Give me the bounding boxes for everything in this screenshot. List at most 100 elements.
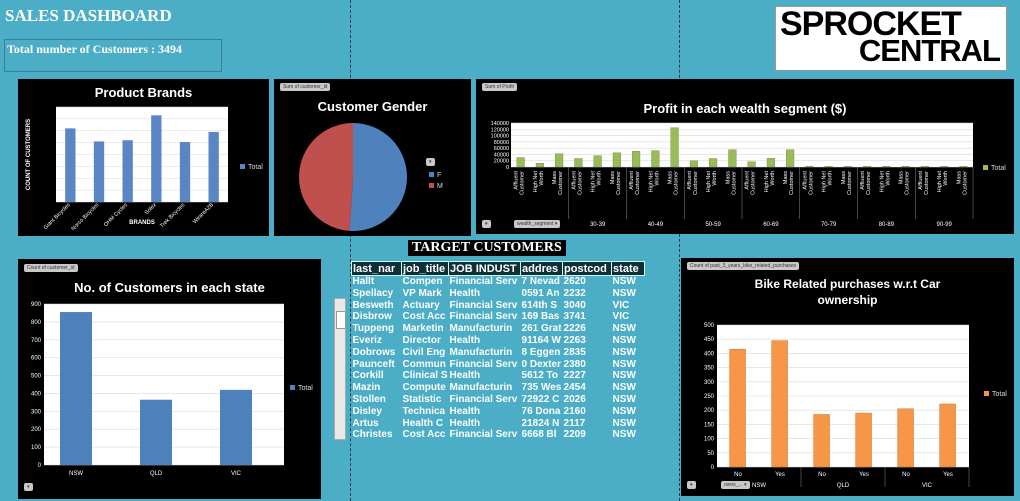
table-cell[interactable]: Paunceft	[352, 358, 395, 370]
table-cell[interactable]: 7 Nevad	[521, 276, 560, 287]
table-cell[interactable]: 735 Wes	[521, 382, 562, 394]
table-cell[interactable]: NSW	[612, 287, 636, 299]
table-cell[interactable]: 76 Dona	[521, 405, 561, 417]
gender-filter-button[interactable]: ▾	[426, 158, 435, 166]
table-cell[interactable]: 261 Grat	[521, 323, 562, 335]
table-cell[interactable]: Compute	[402, 382, 446, 394]
table-cell[interactable]: NSW	[612, 393, 636, 405]
table-cell[interactable]: Civil Eng	[402, 346, 446, 358]
table-cell[interactable]: 2209	[563, 429, 586, 441]
table-cell[interactable]: NSW	[612, 417, 636, 429]
profit-chart-panel[interactable]: Sum of Profit Profit in each wealth segm…	[476, 79, 1014, 234]
table-cell[interactable]: Financial Serv	[449, 311, 518, 323]
table-cell[interactable]: Marketin	[402, 323, 444, 335]
gender-field-tag[interactable]: Sum of customer_id	[280, 83, 331, 91]
profit-filter-button-1[interactable]: ▾	[482, 220, 491, 228]
table-cell[interactable]: 2620	[563, 276, 586, 287]
table-cell[interactable]: Technica	[402, 405, 446, 417]
column-header[interactable]: job_title	[400, 261, 450, 276]
table-cell[interactable]: NSW	[612, 405, 636, 417]
table-cell[interactable]: NSW	[612, 323, 636, 335]
table-cell[interactable]: 0 Dexter	[521, 358, 561, 370]
table-cell[interactable]: 21824 N	[521, 417, 560, 429]
bike-filter-button-owns[interactable]: owns_... ▾	[721, 481, 750, 489]
column-header[interactable]: state	[611, 261, 646, 276]
table-cell[interactable]: Everiz	[352, 334, 382, 346]
target-scrollbar[interactable]	[334, 298, 346, 440]
table-cell[interactable]: Director	[402, 334, 441, 346]
table-cell[interactable]: Financial Serv	[449, 358, 518, 370]
total-customers-box[interactable]: Total number of Customers : 3494	[4, 39, 222, 72]
state-field-tag[interactable]: Count of customer_id	[24, 264, 78, 272]
table-cell[interactable]: 2026	[563, 393, 586, 405]
table-cell[interactable]: Mazin	[352, 382, 381, 394]
table-cell[interactable]: NSW	[612, 429, 636, 441]
table-cell[interactable]: NSW	[612, 358, 636, 370]
bike-field-tag[interactable]: Count of past_3_years_bike_related_purch…	[687, 262, 800, 270]
table-cell[interactable]: NSW	[612, 382, 636, 394]
table-cell[interactable]: NSW	[612, 346, 636, 358]
profit-field-tag[interactable]: Sum of Profit	[482, 83, 517, 91]
table-cell[interactable]: Spellacy	[352, 287, 394, 299]
column-header[interactable]: last_nar	[351, 261, 402, 276]
table-cell[interactable]: 2226	[563, 323, 586, 335]
table-cell[interactable]: 2454	[563, 382, 586, 394]
table-cell[interactable]: Compen	[402, 276, 443, 287]
table-cell[interactable]: Disbrow	[352, 311, 392, 323]
table-cell[interactable]: 0591 An	[521, 287, 560, 299]
table-cell[interactable]: NSW	[612, 370, 636, 382]
table-cell[interactable]: 2380	[563, 358, 586, 370]
table-cell[interactable]: 3741	[563, 311, 586, 323]
table-cell[interactable]: NSW	[612, 276, 636, 287]
table-cell[interactable]: Commun	[402, 358, 446, 370]
table-cell[interactable]: Tuppeng	[352, 323, 394, 335]
table-cell[interactable]: Health	[449, 287, 481, 299]
table-cell[interactable]: Dobrows	[352, 346, 396, 358]
table-cell[interactable]: Financial Serv	[449, 299, 518, 311]
profit-filter-button-wealth[interactable]: wealth_segment ▾	[514, 220, 561, 228]
state-chart-panel[interactable]: Count of customer_id No. of Customers in…	[18, 259, 321, 499]
table-cell[interactable]: VP Mark	[402, 287, 442, 299]
table-cell[interactable]: 2117	[563, 417, 586, 429]
table-cell[interactable]: 2263	[563, 334, 586, 346]
table-cell[interactable]: Manufacturin	[449, 382, 513, 394]
table-cell[interactable]: Health	[449, 417, 481, 429]
scrollbar-thumb[interactable]	[336, 311, 346, 329]
table-cell[interactable]: 614th S	[521, 299, 558, 311]
table-cell[interactable]: Clinical S	[402, 370, 448, 382]
table-cell[interactable]: Corkill	[352, 370, 384, 382]
table-cell[interactable]: 2835	[563, 346, 586, 358]
table-cell[interactable]: 6668 Bl	[521, 429, 557, 441]
table-cell[interactable]: 5612 To	[521, 370, 559, 382]
table-cell[interactable]: VIC	[612, 299, 630, 311]
table-cell[interactable]: Health C	[402, 417, 444, 429]
table-cell[interactable]: Hallt	[352, 276, 375, 287]
table-cell[interactable]: 169 Bas	[521, 311, 560, 323]
table-cell[interactable]: 2232	[563, 287, 586, 299]
table-cell[interactable]: VIC	[612, 311, 630, 323]
table-cell[interactable]: Cost Acc	[402, 311, 446, 323]
table-cell[interactable]: Manufacturin	[449, 323, 513, 335]
column-header[interactable]: addres	[520, 261, 564, 276]
table-cell[interactable]: Financial Serv	[449, 276, 518, 287]
table-cell[interactable]: Disley	[352, 405, 382, 417]
table-cell[interactable]: Health	[449, 405, 481, 417]
state-filter-button[interactable]: ▾	[24, 483, 33, 491]
table-cell[interactable]: Manufacturin	[449, 346, 513, 358]
table-cell[interactable]: Health	[449, 370, 481, 382]
table-cell[interactable]: Statistic	[402, 393, 442, 405]
bike-chart-panel[interactable]: Count of past_3_years_bike_related_purch…	[681, 258, 1014, 496]
table-cell[interactable]: 2160	[563, 405, 586, 417]
table-cell[interactable]: Stollen	[352, 393, 386, 405]
column-header[interactable]: JOB INDUST	[448, 261, 522, 276]
table-cell[interactable]: 72922 C	[521, 393, 560, 405]
brands-chart-panel[interactable]: Product Brands Giant Bicycles Norco Bicyc…	[18, 79, 269, 236]
table-cell[interactable]: Health	[449, 334, 481, 346]
table-cell[interactable]: 3040	[563, 299, 586, 311]
table-cell[interactable]: Financial Serv	[449, 393, 518, 405]
table-cell[interactable]: Financial Serv	[449, 429, 518, 441]
gender-chart-panel[interactable]: Sum of customer_id Customer Gender ▾ F M	[274, 79, 471, 236]
table-cell[interactable]: 8 Eggen	[521, 346, 561, 358]
table-cell[interactable]: Cost Acc	[402, 429, 446, 441]
table-cell[interactable]: Artus	[352, 417, 379, 429]
